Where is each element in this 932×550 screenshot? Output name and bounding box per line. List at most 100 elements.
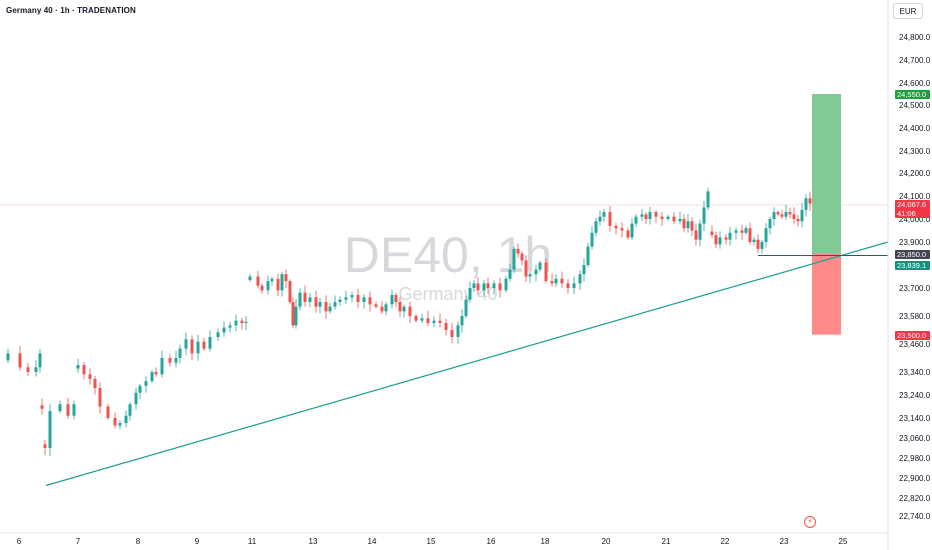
- y-tick-label: 24,300.0: [899, 147, 931, 156]
- chart-title: Germany 40 · 1h · TRADENATION: [6, 6, 136, 15]
- currency-selector[interactable]: EUR: [893, 3, 923, 19]
- candle-body: [93, 378, 97, 389]
- candle-body: [760, 242, 764, 249]
- candle-body: [756, 239, 760, 249]
- candle-body: [303, 292, 307, 302]
- candle-body: [113, 418, 117, 426]
- candle-body: [234, 320, 238, 326]
- candle-body: [776, 212, 780, 215]
- candle-body: [291, 302, 295, 326]
- candle-body: [256, 276, 260, 286]
- candle-body: [614, 225, 618, 229]
- candle-body: [804, 198, 808, 210]
- candle-body: [333, 302, 337, 307]
- candle-body: [678, 219, 682, 222]
- candle-body: [402, 306, 406, 312]
- candle-body: [608, 212, 612, 226]
- candle-body: [740, 230, 744, 233]
- candle-body: [508, 269, 512, 279]
- symbol-watermark: DE40, 1h Germany 40: [344, 227, 552, 304]
- candle-body: [222, 327, 226, 333]
- candle-body: [690, 221, 694, 231]
- candle-body: [420, 318, 424, 321]
- candle-body: [18, 353, 22, 368]
- candle-body: [350, 295, 354, 298]
- candle-body: [698, 223, 702, 240]
- candle-body: [76, 365, 80, 369]
- candle-body: [550, 281, 554, 284]
- y-tick-label: 23,460.0: [899, 340, 931, 349]
- candle-body: [196, 341, 200, 354]
- candle-body: [154, 372, 158, 375]
- candle-body: [40, 405, 44, 409]
- candle-body: [598, 216, 602, 222]
- candle-body: [654, 212, 658, 217]
- candle-body: [344, 297, 348, 300]
- candle-body: [43, 444, 47, 448]
- candle-body: [682, 219, 686, 229]
- candle-body: [734, 230, 738, 233]
- candle-body: [266, 281, 270, 291]
- candle-body: [764, 228, 768, 242]
- candle-body: [554, 278, 558, 284]
- x-tick-label: 13: [309, 537, 318, 546]
- x-tick-label: 21: [662, 537, 671, 546]
- candle-body: [190, 339, 194, 354]
- x-tick-label: 14: [368, 537, 377, 546]
- candle-body: [724, 237, 728, 240]
- y-tick-label: 22,820.0: [899, 494, 931, 503]
- candle-body: [66, 404, 70, 416]
- y-tick-label: 23,240.0: [899, 391, 931, 400]
- x-tick-label: 25: [839, 537, 848, 546]
- candle-body: [208, 337, 212, 349]
- profit-zone: [812, 94, 841, 254]
- candle-body: [788, 212, 792, 215]
- candle-body: [270, 278, 274, 282]
- x-tick-label: 15: [427, 537, 436, 546]
- trendline[interactable]: [45, 241, 889, 487]
- price-axis[interactable]: 24,800.0 24,700.0 24,600.0 24,500.0 24,400.0…: [899, 33, 931, 521]
- y-tick-label: 24,200.0: [899, 169, 931, 178]
- candle-body: [38, 353, 42, 368]
- candle-body: [72, 404, 76, 416]
- candle-body: [324, 302, 328, 312]
- candle-body: [744, 228, 748, 233]
- candle-body: [184, 339, 188, 349]
- candle-body: [728, 232, 732, 240]
- candle-body: [128, 404, 132, 416]
- candle-body: [362, 297, 366, 302]
- y-tick-label: 23,700.0: [899, 284, 931, 293]
- candle-body: [88, 374, 92, 379]
- lightning-bolt-icon[interactable]: ⚡: [804, 516, 816, 528]
- y-tick-label: 24,600.0: [899, 79, 931, 88]
- candle-body: [216, 332, 220, 337]
- candle-body: [150, 372, 154, 382]
- candle-body: [356, 295, 360, 302]
- candle-body: [602, 212, 606, 217]
- candle-body: [586, 246, 590, 265]
- time-axis[interactable]: 6 7 8 9 11 13 14 15 16 18 20 21 22 23 25: [17, 537, 848, 546]
- candle-body: [248, 276, 252, 280]
- candle-body: [582, 265, 586, 275]
- candle-body: [718, 237, 722, 245]
- candle-body: [660, 216, 664, 219]
- candle-body: [534, 269, 538, 275]
- candle-body: [338, 299, 342, 302]
- candle-body: [48, 411, 52, 448]
- candle-body: [414, 316, 418, 321]
- candle-body: [472, 283, 476, 288]
- candle-body: [6, 353, 10, 361]
- candle-body: [626, 230, 630, 238]
- y-tick-label: 24,700.0: [899, 56, 931, 65]
- candle-body: [524, 260, 528, 277]
- candle-body: [516, 248, 520, 254]
- candle-body: [34, 367, 38, 372]
- candle-body: [768, 219, 772, 229]
- candle-body: [438, 320, 442, 323]
- x-tick-label: 8: [136, 537, 141, 546]
- candle-body: [168, 358, 172, 363]
- candle-body: [384, 304, 388, 312]
- long-position-tool[interactable]: [812, 94, 841, 335]
- candle-body: [260, 285, 264, 291]
